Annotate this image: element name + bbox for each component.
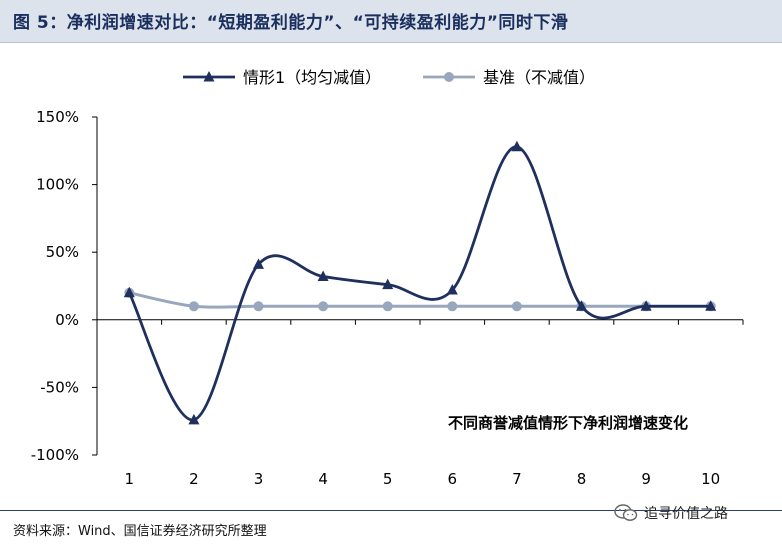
chart-annotation: 不同商誉减值情形下净利润增速变化 bbox=[448, 414, 688, 432]
x-tick-label: 7 bbox=[512, 470, 522, 488]
legend-marker bbox=[444, 72, 454, 82]
y-tick-label: 150% bbox=[36, 108, 79, 126]
data-point bbox=[576, 300, 587, 311]
watermark: 追寻价值之路 bbox=[614, 502, 728, 524]
line-chart: -100% -50% 0% 50% 100% 150% 1 2 3 4 5 6 7 8 9 10 情形1（均匀… bbox=[31, 68, 744, 488]
data-point bbox=[705, 300, 717, 311]
source-note: 资料来源：Wind、国信证券经济研究所整理 bbox=[13, 524, 267, 539]
wechat-icon bbox=[614, 504, 638, 521]
data-point bbox=[318, 301, 329, 312]
watermark-text: 追寻价值之路 bbox=[644, 506, 728, 522]
x-tick-label: 1 bbox=[125, 470, 135, 488]
x-tick-label: 6 bbox=[448, 470, 458, 488]
data-point bbox=[447, 301, 458, 312]
x-tick-label: 2 bbox=[189, 470, 199, 488]
x-tick-label: 5 bbox=[383, 470, 393, 488]
data-point bbox=[382, 278, 394, 290]
series-1 bbox=[123, 140, 717, 425]
x-tick-label: 8 bbox=[577, 470, 587, 488]
data-point bbox=[317, 270, 329, 282]
data-point bbox=[640, 300, 652, 311]
y-tick-label: -100% bbox=[31, 446, 79, 464]
legend-item-1: 情形1（均匀减值） bbox=[183, 68, 381, 87]
data-point bbox=[188, 301, 199, 312]
footer-divider bbox=[0, 510, 782, 511]
series-line bbox=[128, 145, 711, 422]
series-2 bbox=[124, 287, 716, 312]
data-point bbox=[382, 301, 393, 312]
chart-axes: -100% -50% 0% 50% 100% 150% 1 2 3 4 5 6 7 8 9 10 bbox=[31, 108, 744, 488]
legend-item-2: 基准（不减值） bbox=[423, 68, 595, 87]
data-point bbox=[253, 301, 264, 312]
data-point bbox=[446, 284, 458, 295]
data-point bbox=[511, 140, 523, 152]
y-tick-label: 0% bbox=[55, 311, 79, 329]
y-tick-label: 50% bbox=[46, 243, 79, 261]
data-point bbox=[188, 413, 200, 425]
legend-marker bbox=[203, 71, 215, 82]
x-tick-label: 10 bbox=[701, 470, 720, 488]
y-tick-label: 100% bbox=[36, 176, 79, 194]
data-point bbox=[123, 286, 135, 298]
figure-title-bar: 图 5：净利润增速对比：“短期盈利能力”、“可持续盈利能力”同时下滑 bbox=[0, 0, 782, 43]
data-point bbox=[511, 301, 522, 312]
data-point bbox=[253, 258, 264, 269]
chart-series bbox=[123, 140, 717, 425]
chart-legend: 情形1（均匀减值） 基准（不减值） bbox=[183, 68, 595, 87]
legend-label: 情形1（均匀减值） bbox=[243, 68, 381, 87]
figure-title: 图 5：净利润增速对比：“短期盈利能力”、“可持续盈利能力”同时下滑 bbox=[13, 13, 569, 33]
x-tick-label: 3 bbox=[254, 470, 264, 488]
y-tick-label: -50% bbox=[40, 378, 79, 396]
x-tick-label: 9 bbox=[641, 470, 651, 488]
legend-label: 基准（不减值） bbox=[483, 68, 595, 87]
x-tick-label: 4 bbox=[318, 470, 328, 488]
series-line bbox=[128, 291, 711, 309]
